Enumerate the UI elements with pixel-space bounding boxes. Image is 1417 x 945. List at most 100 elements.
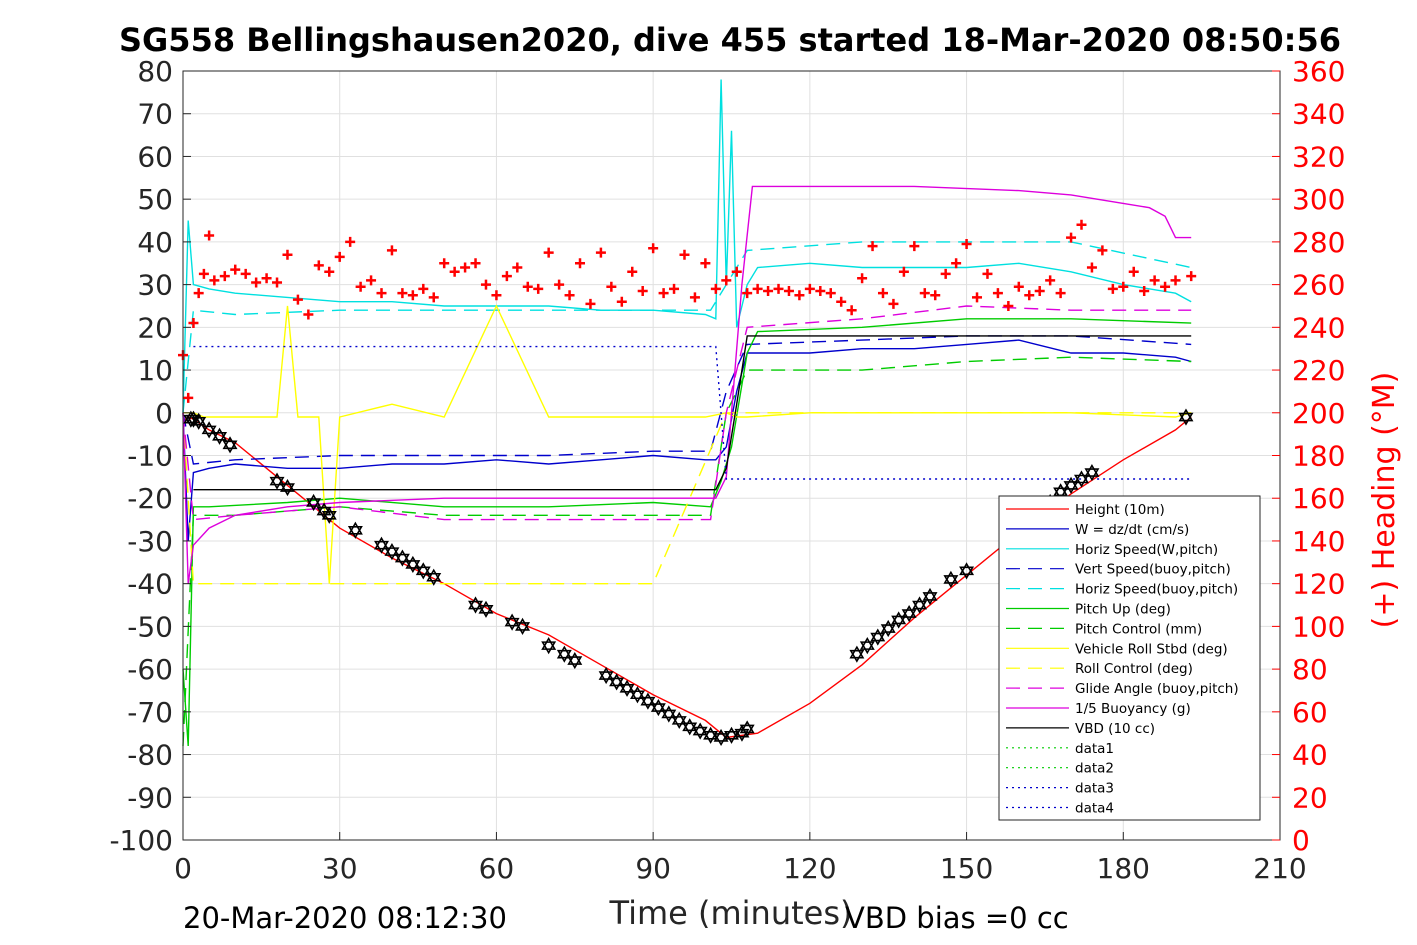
legend-entry: VBD (10 cc) [1006, 721, 1155, 737]
x-tick-label: 0 [174, 852, 192, 885]
legend-label: data3 [1075, 781, 1114, 797]
y-left-tick-label: -20 [127, 482, 173, 515]
series-line-w-dz-dt-cm-s [182, 339, 1192, 541]
y-left-tick-label: -60 [127, 653, 173, 686]
heading-marker [183, 392, 194, 403]
heading-marker [428, 292, 439, 303]
heading-marker [272, 277, 283, 288]
depth-marker [1178, 408, 1194, 426]
heading-marker [627, 266, 638, 277]
depth-marker [426, 568, 442, 586]
heading-marker [251, 277, 262, 288]
markers-layer [178, 219, 1197, 747]
depth-marker [713, 728, 729, 747]
depth-marker [959, 562, 975, 580]
y-left-tick-label: -70 [127, 696, 173, 729]
depth-marker [724, 726, 739, 744]
heading-marker [804, 283, 815, 294]
series-line-horiz-speed-w-pitch [182, 79, 1192, 413]
heading-marker [982, 268, 993, 279]
heading-marker [1118, 281, 1129, 292]
y-left-tick-label: -40 [127, 568, 173, 601]
depth-marker [1053, 483, 1069, 501]
depth-marker [859, 637, 875, 655]
heading-marker [773, 283, 784, 294]
heading-marker [345, 236, 356, 247]
heading-marker [1034, 286, 1045, 297]
heading-marker [355, 281, 366, 292]
heading-marker [1170, 275, 1181, 286]
heading-marker [648, 243, 659, 254]
heading-marker [992, 288, 1003, 299]
y-left-tick-label: -30 [127, 525, 173, 558]
heading-marker [689, 292, 700, 303]
heading-marker [418, 283, 429, 294]
heading-marker [460, 262, 471, 273]
x-tick-label: 60 [479, 852, 515, 885]
legend-entry: 1/5 Buoyancy (g) [1006, 701, 1191, 717]
heading-marker [292, 294, 303, 305]
y-left-tick-label: 30 [137, 269, 173, 302]
heading-marker [595, 247, 606, 258]
heading-marker [1045, 275, 1056, 286]
heading-marker [1066, 232, 1077, 243]
legend-entry: Glide Angle (buoy,pitch) [1006, 681, 1239, 697]
heading-marker [1003, 300, 1014, 311]
legend-entry: Horiz Speed(buoy,pitch) [1006, 582, 1238, 598]
heading-marker [616, 296, 627, 307]
heading-marker [585, 298, 596, 309]
depth-marker [739, 720, 755, 738]
legend-label: Horiz Speed(W,pitch) [1075, 542, 1218, 558]
y-left-tick-label: 70 [137, 98, 173, 131]
x-tick-label: 90 [635, 852, 671, 885]
heading-marker [700, 258, 711, 269]
heading-marker [606, 281, 617, 292]
x-tick-label: 30 [322, 852, 358, 885]
footer-vbd-bias: VBD bias =0 cc [845, 901, 1069, 935]
legend-label: data1 [1075, 741, 1114, 757]
heading-marker [1139, 286, 1150, 297]
depth-marker [212, 427, 228, 445]
legend-entry: Height (10m) [1006, 502, 1165, 518]
legend-label: Horiz Speed(buoy,pitch) [1075, 582, 1238, 598]
y-right-tick-label: 300 [1292, 183, 1345, 216]
heading-marker [313, 260, 324, 271]
legend-entry: Horiz Speed(W,pitch) [1006, 542, 1218, 558]
legend-entry: Pitch Control (mm) [1006, 621, 1202, 637]
legend-box [998, 495, 1261, 821]
heading-marker [972, 292, 983, 303]
footer-timestamp: 20-Mar-2020 08:12:30 [183, 901, 507, 935]
heading-marker [324, 266, 335, 277]
depth-marker [943, 570, 959, 588]
heading-marker [794, 290, 805, 301]
depth-marker [1084, 463, 1100, 482]
heading-marker [783, 286, 794, 297]
y-right-tick-label: 40 [1292, 739, 1328, 772]
y-right-tick-label: 160 [1292, 482, 1345, 515]
y-left-tick-label: 60 [137, 140, 173, 173]
legend-entry: data2 [1006, 761, 1114, 777]
heading-marker [491, 290, 502, 301]
x-axis-label: Time (minutes) [609, 894, 853, 932]
y-left-tick-label: -10 [127, 440, 173, 473]
depth-marker [384, 543, 400, 561]
heading-marker [470, 258, 481, 269]
y-left-tick-label: -100 [109, 824, 173, 857]
legend-label: Height (10m) [1075, 502, 1165, 518]
heading-marker [658, 288, 669, 299]
heading-marker [501, 271, 512, 282]
y-right-tick-label: 340 [1292, 98, 1345, 131]
heading-marker [193, 288, 204, 299]
depth-marker [306, 493, 322, 512]
depth-marker [374, 536, 389, 554]
depth-marker [870, 628, 886, 646]
heading-marker [449, 266, 460, 277]
heading-marker [188, 318, 199, 329]
y-right-tick-label: 60 [1292, 696, 1328, 729]
depth-marker [478, 600, 494, 618]
heading-marker [554, 279, 565, 290]
heading-marker [877, 288, 888, 299]
heading-marker [480, 279, 491, 290]
heading-marker [846, 305, 857, 316]
depth-marker [880, 619, 896, 638]
